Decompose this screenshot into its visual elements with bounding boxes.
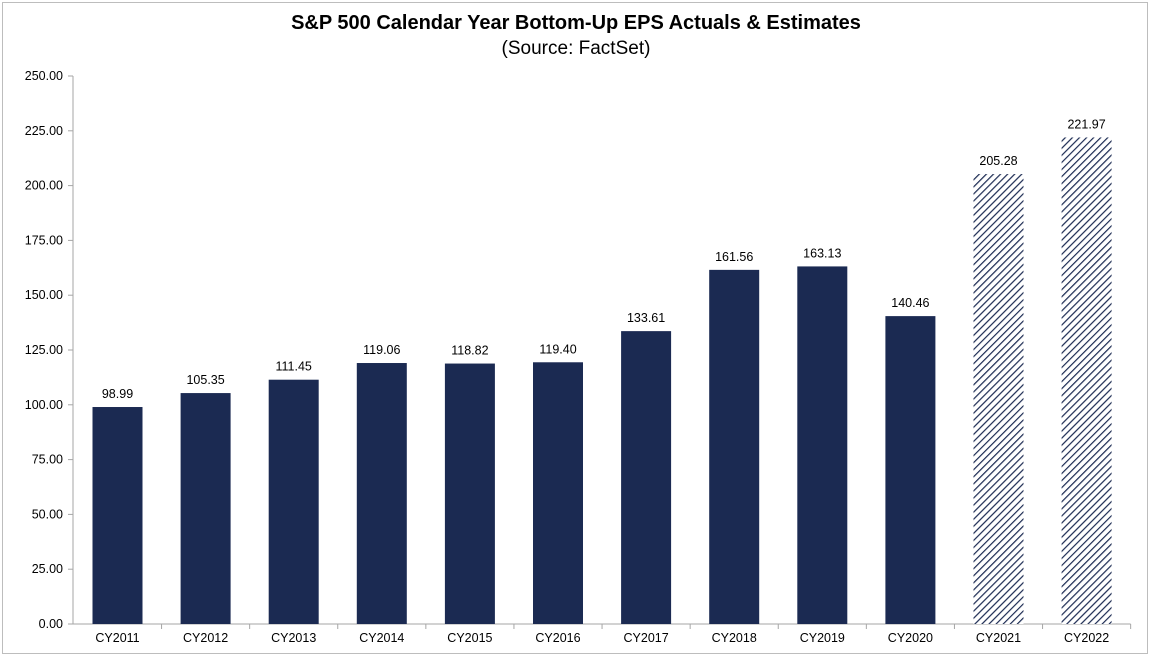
y-tick-label: 25.00 <box>32 562 63 576</box>
bar-actual <box>356 363 407 624</box>
chart-subtitle: (Source: FactSet) <box>501 38 651 59</box>
x-tick-label: CY2020 <box>888 631 933 645</box>
data-label: 221.97 <box>1067 117 1105 131</box>
data-label: 118.82 <box>451 344 488 358</box>
bar-actual <box>444 363 495 624</box>
y-tick-label: 150.00 <box>25 288 63 302</box>
y-tick-label: 250.00 <box>25 69 63 83</box>
y-tick-label: 175.00 <box>25 233 63 247</box>
x-tick-label: CY2011 <box>95 631 139 645</box>
y-axis: 0.00 25.00 50.00 75.00 100.00 125.00 150.00 175… <box>25 69 74 631</box>
x-tick-label: CY2013 <box>271 631 316 645</box>
data-label: 133.61 <box>627 311 665 325</box>
chart-title: S&P 500 Calendar Year Bottom-Up EPS Actu… <box>291 12 861 34</box>
bar-estimate <box>973 174 1024 624</box>
bar-actual <box>709 269 760 624</box>
bars: 98.99 105.35 111.45 119.06 118.82 119.40 133.6… <box>92 117 1112 624</box>
data-label: 119.06 <box>363 343 400 357</box>
bar-actual <box>268 379 319 624</box>
data-label: 119.40 <box>539 342 576 356</box>
y-tick-label: 125.00 <box>25 343 63 357</box>
x-tick-label: CY2016 <box>535 631 580 645</box>
data-label: 161.56 <box>715 250 753 264</box>
x-tick-label: CY2021 <box>976 631 1021 645</box>
x-tick-label: CY2015 <box>447 631 492 645</box>
x-tick-label: CY2012 <box>183 631 228 645</box>
x-tick-label: CY2017 <box>624 631 669 645</box>
data-label: 105.35 <box>186 373 224 387</box>
data-label: 140.46 <box>891 296 929 310</box>
bar-actual <box>621 331 672 624</box>
bar-actual <box>180 393 231 624</box>
data-label: 205.28 <box>979 154 1017 168</box>
data-label: 98.99 <box>102 387 133 401</box>
y-tick-label: 100.00 <box>25 398 63 412</box>
x-tick-label: CY2019 <box>800 631 845 645</box>
y-tick-label: 0.00 <box>39 617 63 631</box>
x-tick-label: CY2014 <box>359 631 404 645</box>
bar-actual <box>885 316 936 624</box>
x-tick-label: CY2018 <box>712 631 757 645</box>
data-label: 163.13 <box>803 246 841 260</box>
bar-actual <box>92 407 143 624</box>
y-tick-label: 75.00 <box>32 453 63 467</box>
x-tick-label: CY2022 <box>1064 631 1109 645</box>
bar-estimate <box>1061 137 1112 624</box>
y-tick-label: 50.00 <box>32 507 63 521</box>
y-tick-label: 200.00 <box>25 179 63 193</box>
bar-actual <box>533 362 583 624</box>
x-axis: CY2011 CY2012 CY2013 CY2014 CY2015 CY2016 CY20… <box>73 623 1132 645</box>
y-tick-label: 225.00 <box>25 124 63 138</box>
data-label: 111.45 <box>276 360 312 374</box>
bar-actual <box>797 266 848 624</box>
